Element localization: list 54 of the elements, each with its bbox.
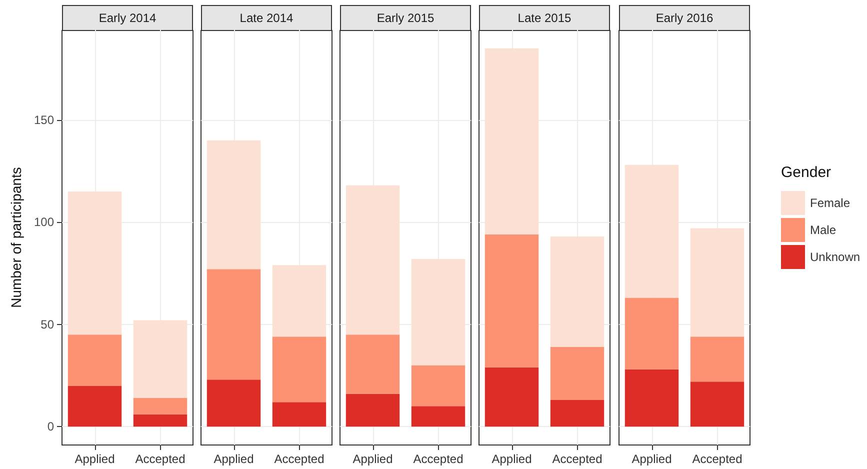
bar <box>411 258 466 366</box>
bar <box>272 336 326 402</box>
y-tick-label: 150 <box>34 112 54 127</box>
bar <box>206 380 261 427</box>
chart-title: Early 2015 <box>340 5 471 31</box>
legend-label: Female <box>810 196 850 210</box>
x-tick-label: Applied <box>74 452 115 466</box>
x-tick-label: Applied <box>632 452 672 466</box>
bar <box>484 367 539 427</box>
chart-title: Late 2014 <box>201 5 332 31</box>
bar <box>272 402 326 427</box>
chart-title: Early 2014 <box>62 5 193 31</box>
chart-title: Early 2016 <box>619 5 750 31</box>
y-tick-label: 50 <box>40 317 54 332</box>
x-tick-label: Accepted <box>274 452 324 466</box>
bar <box>690 228 744 337</box>
bar <box>690 336 744 382</box>
bar <box>133 414 188 427</box>
legend-label: Unknown <box>810 250 860 264</box>
legend-label: Male <box>810 223 836 237</box>
bar <box>68 334 122 386</box>
x-tick-label: Accepted <box>552 452 602 466</box>
bar <box>550 346 604 400</box>
bar <box>624 298 679 370</box>
bar <box>346 394 400 427</box>
bar <box>346 334 400 394</box>
legend-title: Gender <box>781 164 832 181</box>
bar <box>272 265 326 337</box>
x-tick-label: Applied <box>492 452 532 466</box>
bar <box>68 386 122 427</box>
bar <box>550 400 604 427</box>
x-tick-label: Accepted <box>413 452 464 466</box>
y-tick-label: 0 <box>47 420 54 434</box>
bar <box>624 164 679 298</box>
bar <box>206 140 261 270</box>
chart-title: Late 2015 <box>479 5 610 31</box>
bar <box>411 365 466 406</box>
bar <box>68 192 122 335</box>
bar <box>484 48 539 234</box>
x-tick-label: Accepted <box>135 452 186 466</box>
bar <box>550 236 604 347</box>
bar <box>206 269 261 380</box>
bar <box>484 234 539 368</box>
bar <box>624 369 679 427</box>
y-axis-title: Number of participants <box>8 167 24 308</box>
x-tick-label: Applied <box>352 452 393 466</box>
bar <box>133 398 188 414</box>
bar <box>411 406 466 427</box>
bar <box>690 382 744 427</box>
y-tick-label: 100 <box>34 215 54 230</box>
bar <box>346 185 400 335</box>
x-tick-label: Accepted <box>692 452 742 466</box>
bar <box>133 320 188 398</box>
x-tick-label: Applied <box>214 452 254 466</box>
